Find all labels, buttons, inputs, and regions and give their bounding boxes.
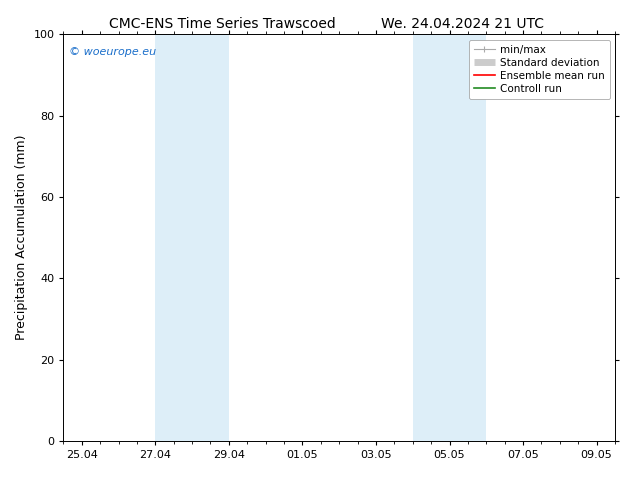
Bar — [155, 34, 229, 441]
Y-axis label: Precipitation Accumulation (mm): Precipitation Accumulation (mm) — [15, 135, 28, 341]
Text: CMC-ENS Time Series Trawscoed: CMC-ENS Time Series Trawscoed — [108, 17, 335, 31]
Legend: min/max, Standard deviation, Ensemble mean run, Controll run: min/max, Standard deviation, Ensemble me… — [469, 40, 610, 99]
Text: We. 24.04.2024 21 UTC: We. 24.04.2024 21 UTC — [381, 17, 545, 31]
Text: © woeurope.eu: © woeurope.eu — [69, 47, 156, 56]
Bar — [413, 34, 486, 441]
